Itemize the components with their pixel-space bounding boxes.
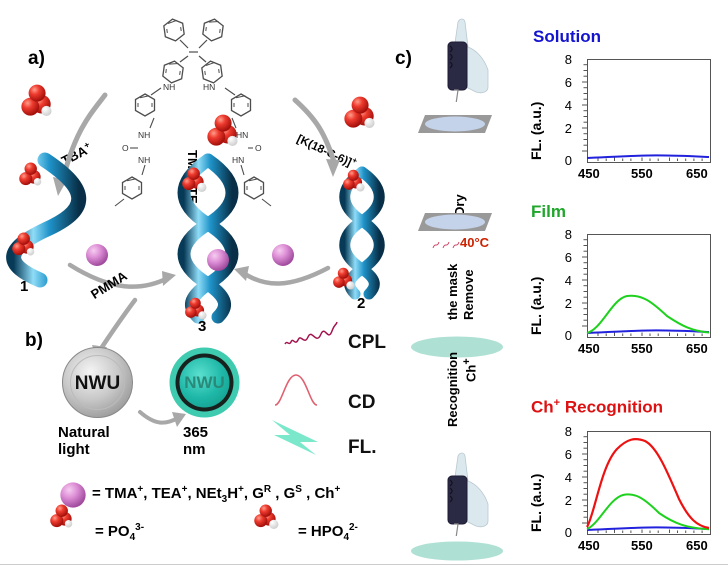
svg-text:CPL: CPL bbox=[348, 332, 386, 353]
svg-text:CD: CD bbox=[348, 392, 375, 413]
svg-text:FL.: FL. bbox=[348, 437, 377, 458]
